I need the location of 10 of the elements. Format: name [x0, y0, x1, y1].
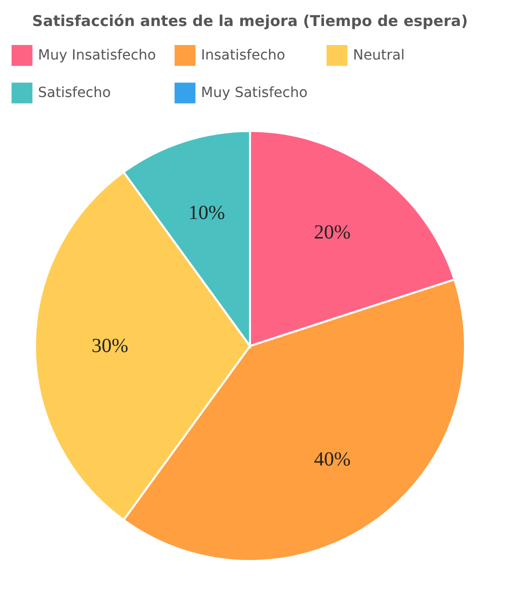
- data-label: 10%: [188, 202, 226, 224]
- legend-label: Neutral: [353, 47, 405, 64]
- legend-label: Insatisfecho: [201, 47, 286, 64]
- legend-label: Muy Insatisfecho: [38, 47, 156, 64]
- data-label: 40%: [314, 448, 351, 470]
- legend-label: Satisfecho: [38, 85, 111, 101]
- data-label: 20%: [314, 222, 351, 244]
- legend-label: Muy Satisfecho: [201, 85, 308, 101]
- chart-title: Satisfacción antes de la mejora (Tiempo de espera): [32, 12, 468, 30]
- data-label: 30%: [92, 335, 128, 357]
